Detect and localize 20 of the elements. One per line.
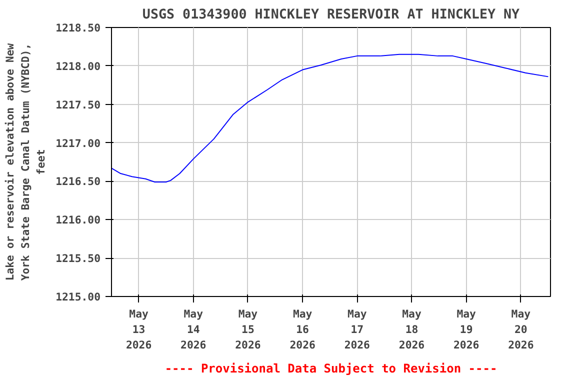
y-tick-label: 1218.50 bbox=[56, 22, 101, 34]
x-tick-label: May 15 2026 bbox=[235, 308, 261, 352]
y-tick-label: 1216.50 bbox=[56, 175, 101, 188]
x-tick-label: May 19 2026 bbox=[454, 308, 480, 352]
y-tick-label: 1217.00 bbox=[56, 136, 101, 150]
text: ---- Provisional Data Subject to Revision ---- bbox=[164, 362, 498, 376]
x-tick-label: May 18 2026 bbox=[398, 308, 425, 352]
y-tick-label: 1217.50 bbox=[56, 98, 101, 112]
y-tick-label: 1215.50 bbox=[56, 252, 101, 266]
y-axis-title: Lake or reservoir elevation above New York State Barge Canal Datum (NYBCD), feet bbox=[3, 42, 48, 281]
x-tick-label: May 20 2026 bbox=[508, 308, 534, 352]
chart-title: USGS 01343900 HINCKLEY RESERVOIR AT HINCKLEY NY bbox=[142, 8, 520, 22]
x-tick-label: May 17 2026 bbox=[344, 308, 370, 352]
y-tick-label: 1218.00 bbox=[56, 60, 101, 73]
y-tick-label: 1216.00 bbox=[56, 214, 101, 227]
x-tick-label: May 13 2026 bbox=[126, 308, 152, 352]
x-tick-label: May 16 2026 bbox=[290, 308, 316, 352]
line-series bbox=[112, 54, 549, 182]
x-tick-label: May 14 2026 bbox=[180, 308, 206, 352]
y-tick-label: 1215.00 bbox=[56, 290, 101, 304]
